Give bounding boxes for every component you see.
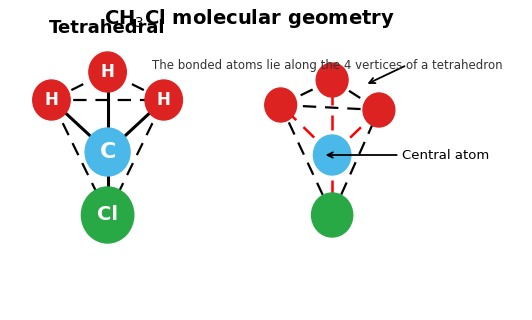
Circle shape — [265, 88, 296, 122]
Circle shape — [85, 128, 130, 176]
Text: H: H — [45, 91, 59, 109]
Circle shape — [313, 135, 351, 175]
Text: Cl: Cl — [97, 205, 118, 225]
Text: CH$_3$Cl molecular geometry: CH$_3$Cl molecular geometry — [104, 6, 394, 29]
Circle shape — [145, 80, 182, 120]
Text: Central atom: Central atom — [328, 148, 489, 162]
Circle shape — [33, 80, 70, 120]
Circle shape — [312, 193, 353, 237]
Text: Tetrahedral: Tetrahedral — [49, 19, 166, 37]
Text: H: H — [157, 91, 171, 109]
Circle shape — [363, 93, 395, 127]
Text: H: H — [101, 63, 114, 81]
Circle shape — [81, 187, 134, 243]
Circle shape — [89, 52, 126, 92]
Circle shape — [316, 63, 348, 97]
Text: The bonded atoms lie along the 4 vertices of a tetrahedron: The bonded atoms lie along the 4 vertice… — [152, 59, 503, 71]
Text: C: C — [99, 142, 116, 162]
